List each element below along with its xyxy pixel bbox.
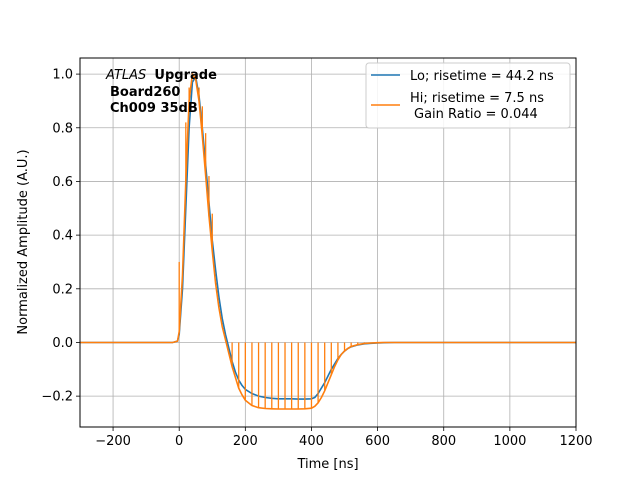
x-tick-label: 800: [431, 434, 456, 449]
y-tick-label: 0.4: [52, 229, 73, 244]
annotation-experiment: ATLAS: [105, 68, 146, 83]
legend-label-gain-ratio: Gain Ratio = 0.044: [414, 107, 538, 122]
legend: Lo; risetime = 44.2 ns Hi; risetime = 7.…: [365, 62, 571, 129]
x-axis-label: Time [ns]: [296, 457, 358, 472]
series-group: [80, 73, 576, 410]
y-tick-label: 1.0: [52, 68, 73, 83]
series-layer: [80, 73, 576, 410]
x-tick-label: 1000: [493, 434, 526, 449]
x-tick-label: −200: [95, 434, 131, 449]
x-tick-label: 600: [365, 434, 390, 449]
y-axis-label: Normalized Amplitude (A.U.): [16, 149, 31, 334]
x-tick-label: 400: [299, 434, 324, 449]
y-tick-label: 0.8: [52, 121, 73, 136]
plot-frame: [79, 57, 577, 428]
y-tick-label: 0.0: [52, 336, 73, 351]
annotation-tag: Upgrade: [154, 68, 217, 83]
legend-label-hi: Hi; risetime = 7.5 ns: [410, 91, 544, 106]
series-hi-line: [80, 73, 576, 410]
legend-label-lo: Lo; risetime = 44.2 ns: [410, 69, 554, 84]
annotation-line-1: ATLAS Upgrade: [105, 68, 217, 83]
x-tick-label: 0: [175, 434, 183, 449]
y-tick-label: 0.6: [52, 175, 73, 190]
axis-ticks: −200 0 200 400 600 800 1000 1200 −0.2 0.0 0.2 0.4 0.…: [41, 68, 592, 449]
annotation-channel: Ch009 35dB: [110, 101, 198, 116]
y-tick-label: 0.2: [52, 282, 73, 297]
legend-box: [365, 62, 571, 129]
x-tick-label: 1200: [559, 434, 592, 449]
x-tick-label: 200: [233, 434, 258, 449]
y-tick-label: −0.2: [41, 390, 73, 405]
atlas-annotation: ATLAS Upgrade Board260 Ch009 35dB: [105, 68, 217, 116]
annotation-board: Board260: [110, 85, 180, 100]
